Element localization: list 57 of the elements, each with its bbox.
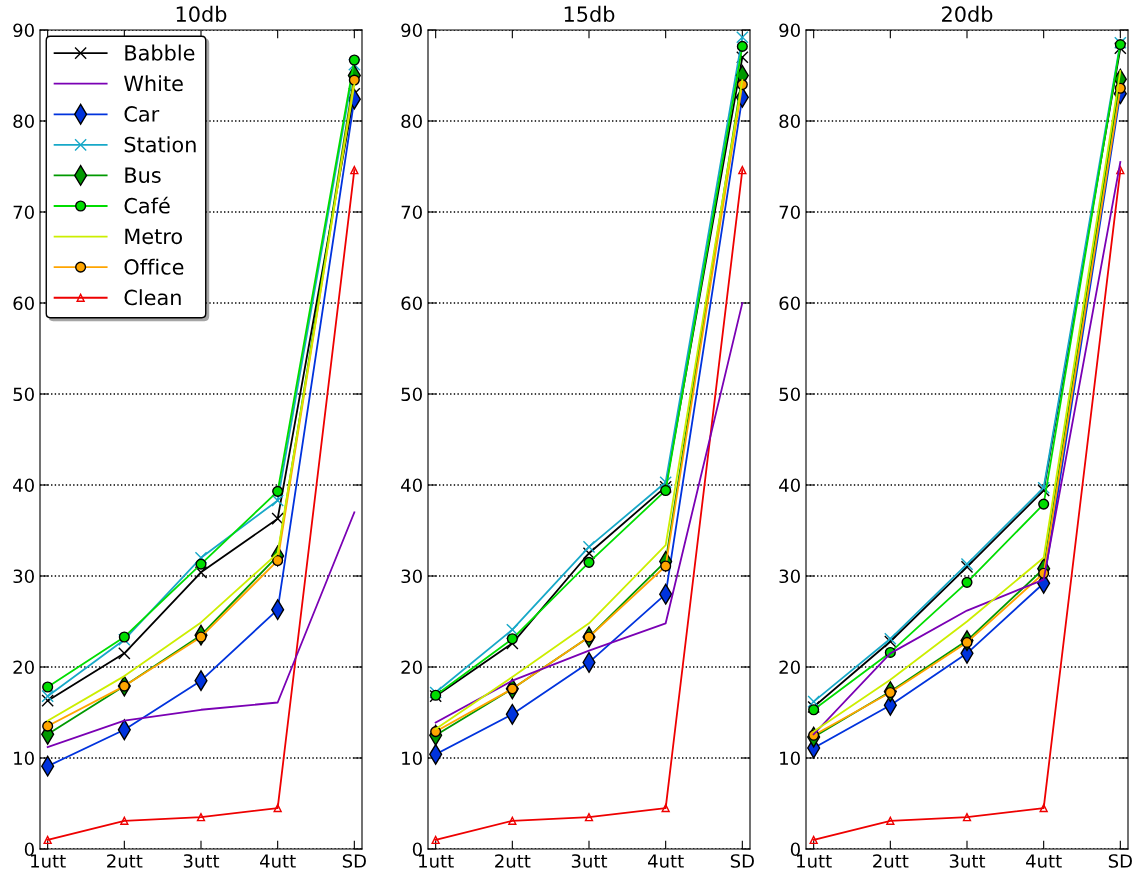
x-tick-label: 3utt (183, 854, 220, 868)
x-tick-label: 2utt (873, 854, 909, 868)
y-tick-label: 80 (779, 114, 800, 129)
legend-label: Bus (125, 167, 161, 184)
legend-label: White (124, 75, 183, 92)
y-tick-label: 20 (401, 660, 422, 675)
y-tick-label: 90 (779, 23, 800, 38)
y-tick-label: 70 (401, 205, 422, 220)
y-tick-label: 40 (13, 478, 34, 493)
x-tick-label: SD (730, 854, 754, 868)
y-tick-label: 20 (779, 660, 800, 675)
legend-label: Car (124, 106, 160, 122)
y-tick-label: 70 (13, 205, 34, 220)
x-tick-label: 4utt (648, 854, 684, 868)
x-tick-label: 3utt (949, 854, 986, 868)
legend-label: Metro (125, 228, 182, 245)
chart-title: 15db (564, 5, 615, 22)
y-tick-label: 50 (779, 387, 800, 402)
y-tick-label: 80 (401, 114, 422, 129)
y-tick-label: 20 (13, 660, 34, 675)
chart-title: 10db (176, 5, 227, 22)
y-tick-label: 80 (13, 114, 34, 129)
y-tick-label: 40 (779, 478, 800, 493)
x-tick-label: SD (1108, 854, 1132, 868)
y-tick-label: 0 (24, 842, 34, 857)
legend-label: Clean (124, 289, 181, 306)
y-tick-label: 50 (13, 387, 34, 402)
x-tick-label: 4utt (260, 854, 296, 868)
y-tick-label: 60 (13, 296, 34, 311)
legend-label: Babble (125, 44, 195, 61)
x-tick-label: SD (342, 854, 366, 868)
y-tick-label: 0 (412, 842, 422, 857)
chart-title: 20db (942, 5, 993, 22)
legend-label: Office (124, 258, 184, 275)
legend-label: Café (124, 196, 170, 214)
y-tick-label: 10 (14, 751, 34, 766)
x-tick-label: 1utt (31, 854, 66, 868)
y-tick-label: 30 (13, 569, 34, 584)
y-tick-label: 40 (401, 478, 422, 493)
y-tick-label: 90 (13, 23, 34, 38)
y-tick-label: 50 (401, 387, 422, 402)
y-tick-label: 10 (780, 751, 800, 766)
y-tick-label: 60 (401, 296, 422, 311)
x-tick-label: 1utt (797, 854, 832, 868)
x-tick-label: 3utt (571, 854, 608, 868)
x-tick-label: 1utt (419, 854, 454, 868)
x-tick-label: 2utt (107, 854, 143, 868)
y-tick-label: 0 (790, 842, 800, 857)
x-tick-label: 2utt (495, 854, 531, 868)
y-tick-label: 90 (401, 23, 422, 38)
y-tick-label: 10 (402, 751, 422, 766)
y-tick-label: 70 (779, 205, 800, 220)
y-tick-label: 30 (401, 569, 422, 584)
y-tick-label: 30 (779, 569, 800, 584)
y-tick-label: 60 (779, 296, 800, 311)
legend-label: Station (124, 136, 196, 153)
x-tick-label: 4utt (1026, 854, 1062, 868)
